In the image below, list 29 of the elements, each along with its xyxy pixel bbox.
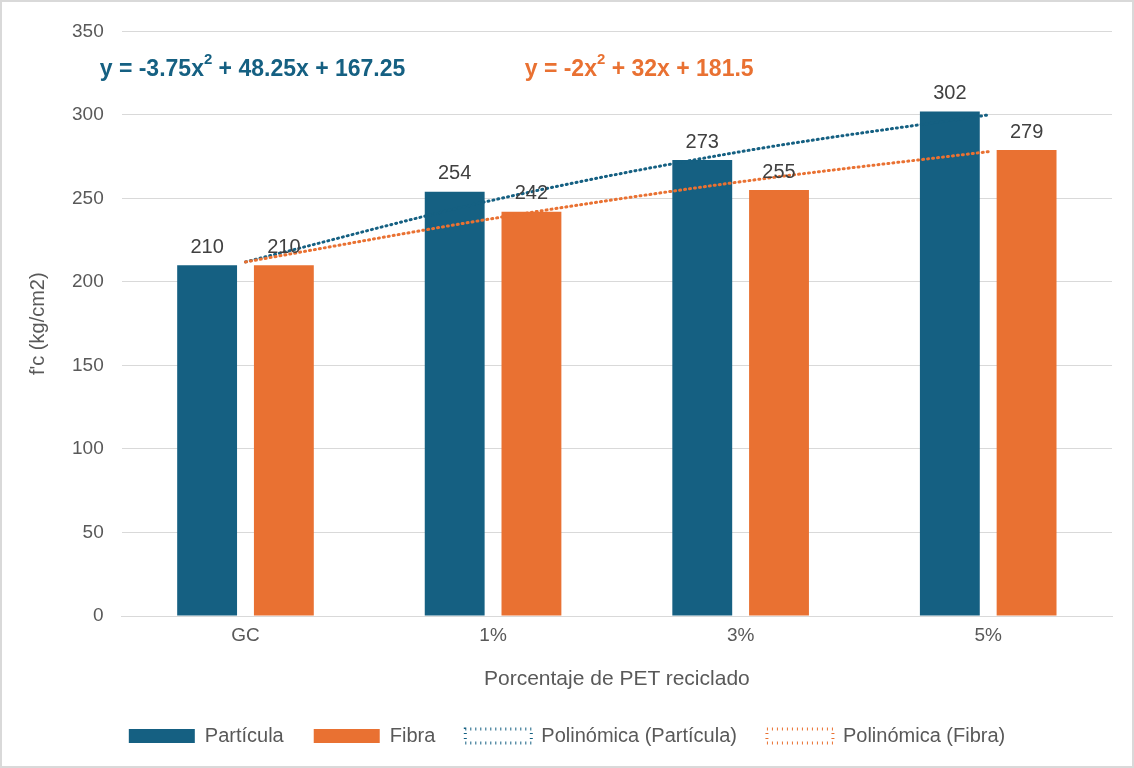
x-tick-label: GC [231, 623, 260, 645]
data-label: 254 [438, 161, 472, 184]
legend-label: Polinómica (Partícula) [541, 723, 737, 746]
y-tick-label: 350 [72, 19, 104, 41]
y-tick-label: 100 [72, 437, 104, 459]
y-tick-label: 300 [72, 103, 104, 125]
bar [996, 149, 1057, 616]
bar [253, 265, 314, 616]
x-tick-label: 3% [726, 623, 755, 645]
y-tick-label: 150 [72, 353, 104, 375]
bar [177, 265, 238, 616]
y-tick-label: 50 [82, 520, 104, 542]
y-axis-title: f'c (kg/cm2) [25, 272, 48, 376]
legend-label: Fibra [389, 723, 437, 746]
bar [749, 190, 809, 616]
data-label: 210 [267, 234, 301, 257]
y-tick-label: 0 [93, 604, 104, 626]
data-label: 279 [1009, 119, 1044, 142]
x-tick-label: 1% [479, 623, 507, 645]
data-label: 302 [933, 81, 967, 104]
data-label: 210 [190, 234, 224, 257]
legend-label: Polinómica (Fibra) [842, 723, 1006, 746]
x-axis-title: Porcentaje de PET reciclado [483, 666, 750, 690]
x-tick-label: 5% [974, 623, 1003, 645]
y-tick-label: 200 [72, 270, 104, 292]
legend-label: Partícula [204, 723, 285, 746]
data-label: 255 [762, 159, 796, 182]
y-tick-label: 250 [72, 186, 104, 208]
data-label: 273 [685, 129, 719, 152]
